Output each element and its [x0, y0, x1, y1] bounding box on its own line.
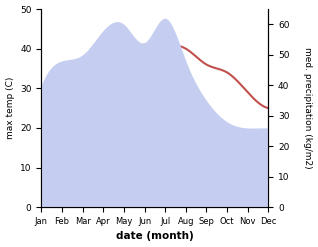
Y-axis label: med. precipitation (kg/m2): med. precipitation (kg/m2): [303, 47, 313, 169]
Y-axis label: max temp (C): max temp (C): [5, 77, 15, 139]
X-axis label: date (month): date (month): [116, 231, 194, 242]
